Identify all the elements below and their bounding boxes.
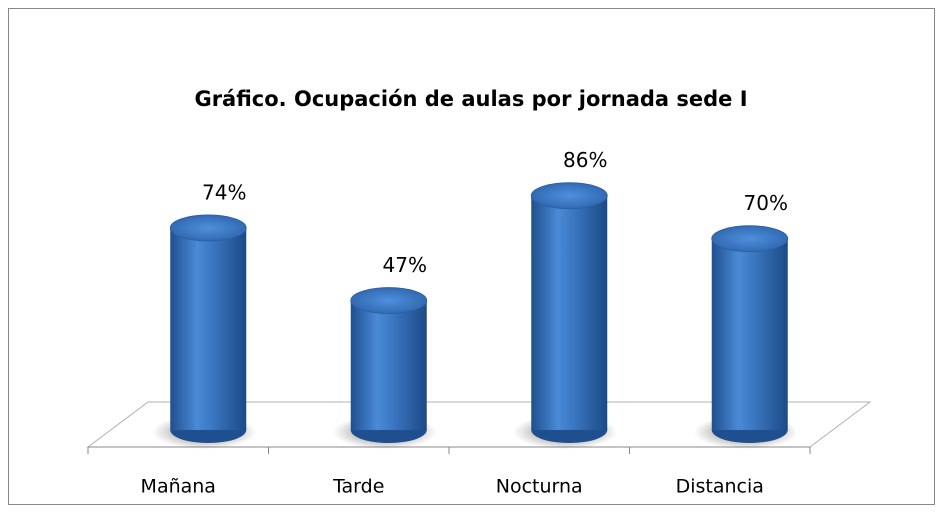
cylinder-top <box>169 214 247 242</box>
cylinder-top <box>530 182 608 210</box>
cylinder <box>332 287 437 449</box>
x-tick-label: Distancia <box>676 476 764 498</box>
x-tick-label: Nocturna <box>496 476 583 498</box>
chart-title: Gráfico. Ocupación de aulas por jornada … <box>194 87 747 111</box>
x-tick-label: Tarde <box>332 476 384 498</box>
value-label: 47% <box>383 253 427 277</box>
cylinder-top <box>711 225 789 253</box>
value-label: 70% <box>744 191 788 215</box>
cylinder-body <box>170 227 247 430</box>
value-label: 86% <box>563 148 607 172</box>
cylinder <box>513 182 618 449</box>
value-label: 74% <box>202 180 246 204</box>
cylinder-body <box>350 300 427 430</box>
cylinder <box>152 214 257 449</box>
cylinder <box>693 225 798 449</box>
cylinder-top <box>350 287 428 314</box>
x-tick-label: Mañana <box>141 476 216 498</box>
cylinder-body <box>711 238 788 430</box>
x-ticks <box>87 447 811 454</box>
cylinder-body <box>531 195 608 430</box>
